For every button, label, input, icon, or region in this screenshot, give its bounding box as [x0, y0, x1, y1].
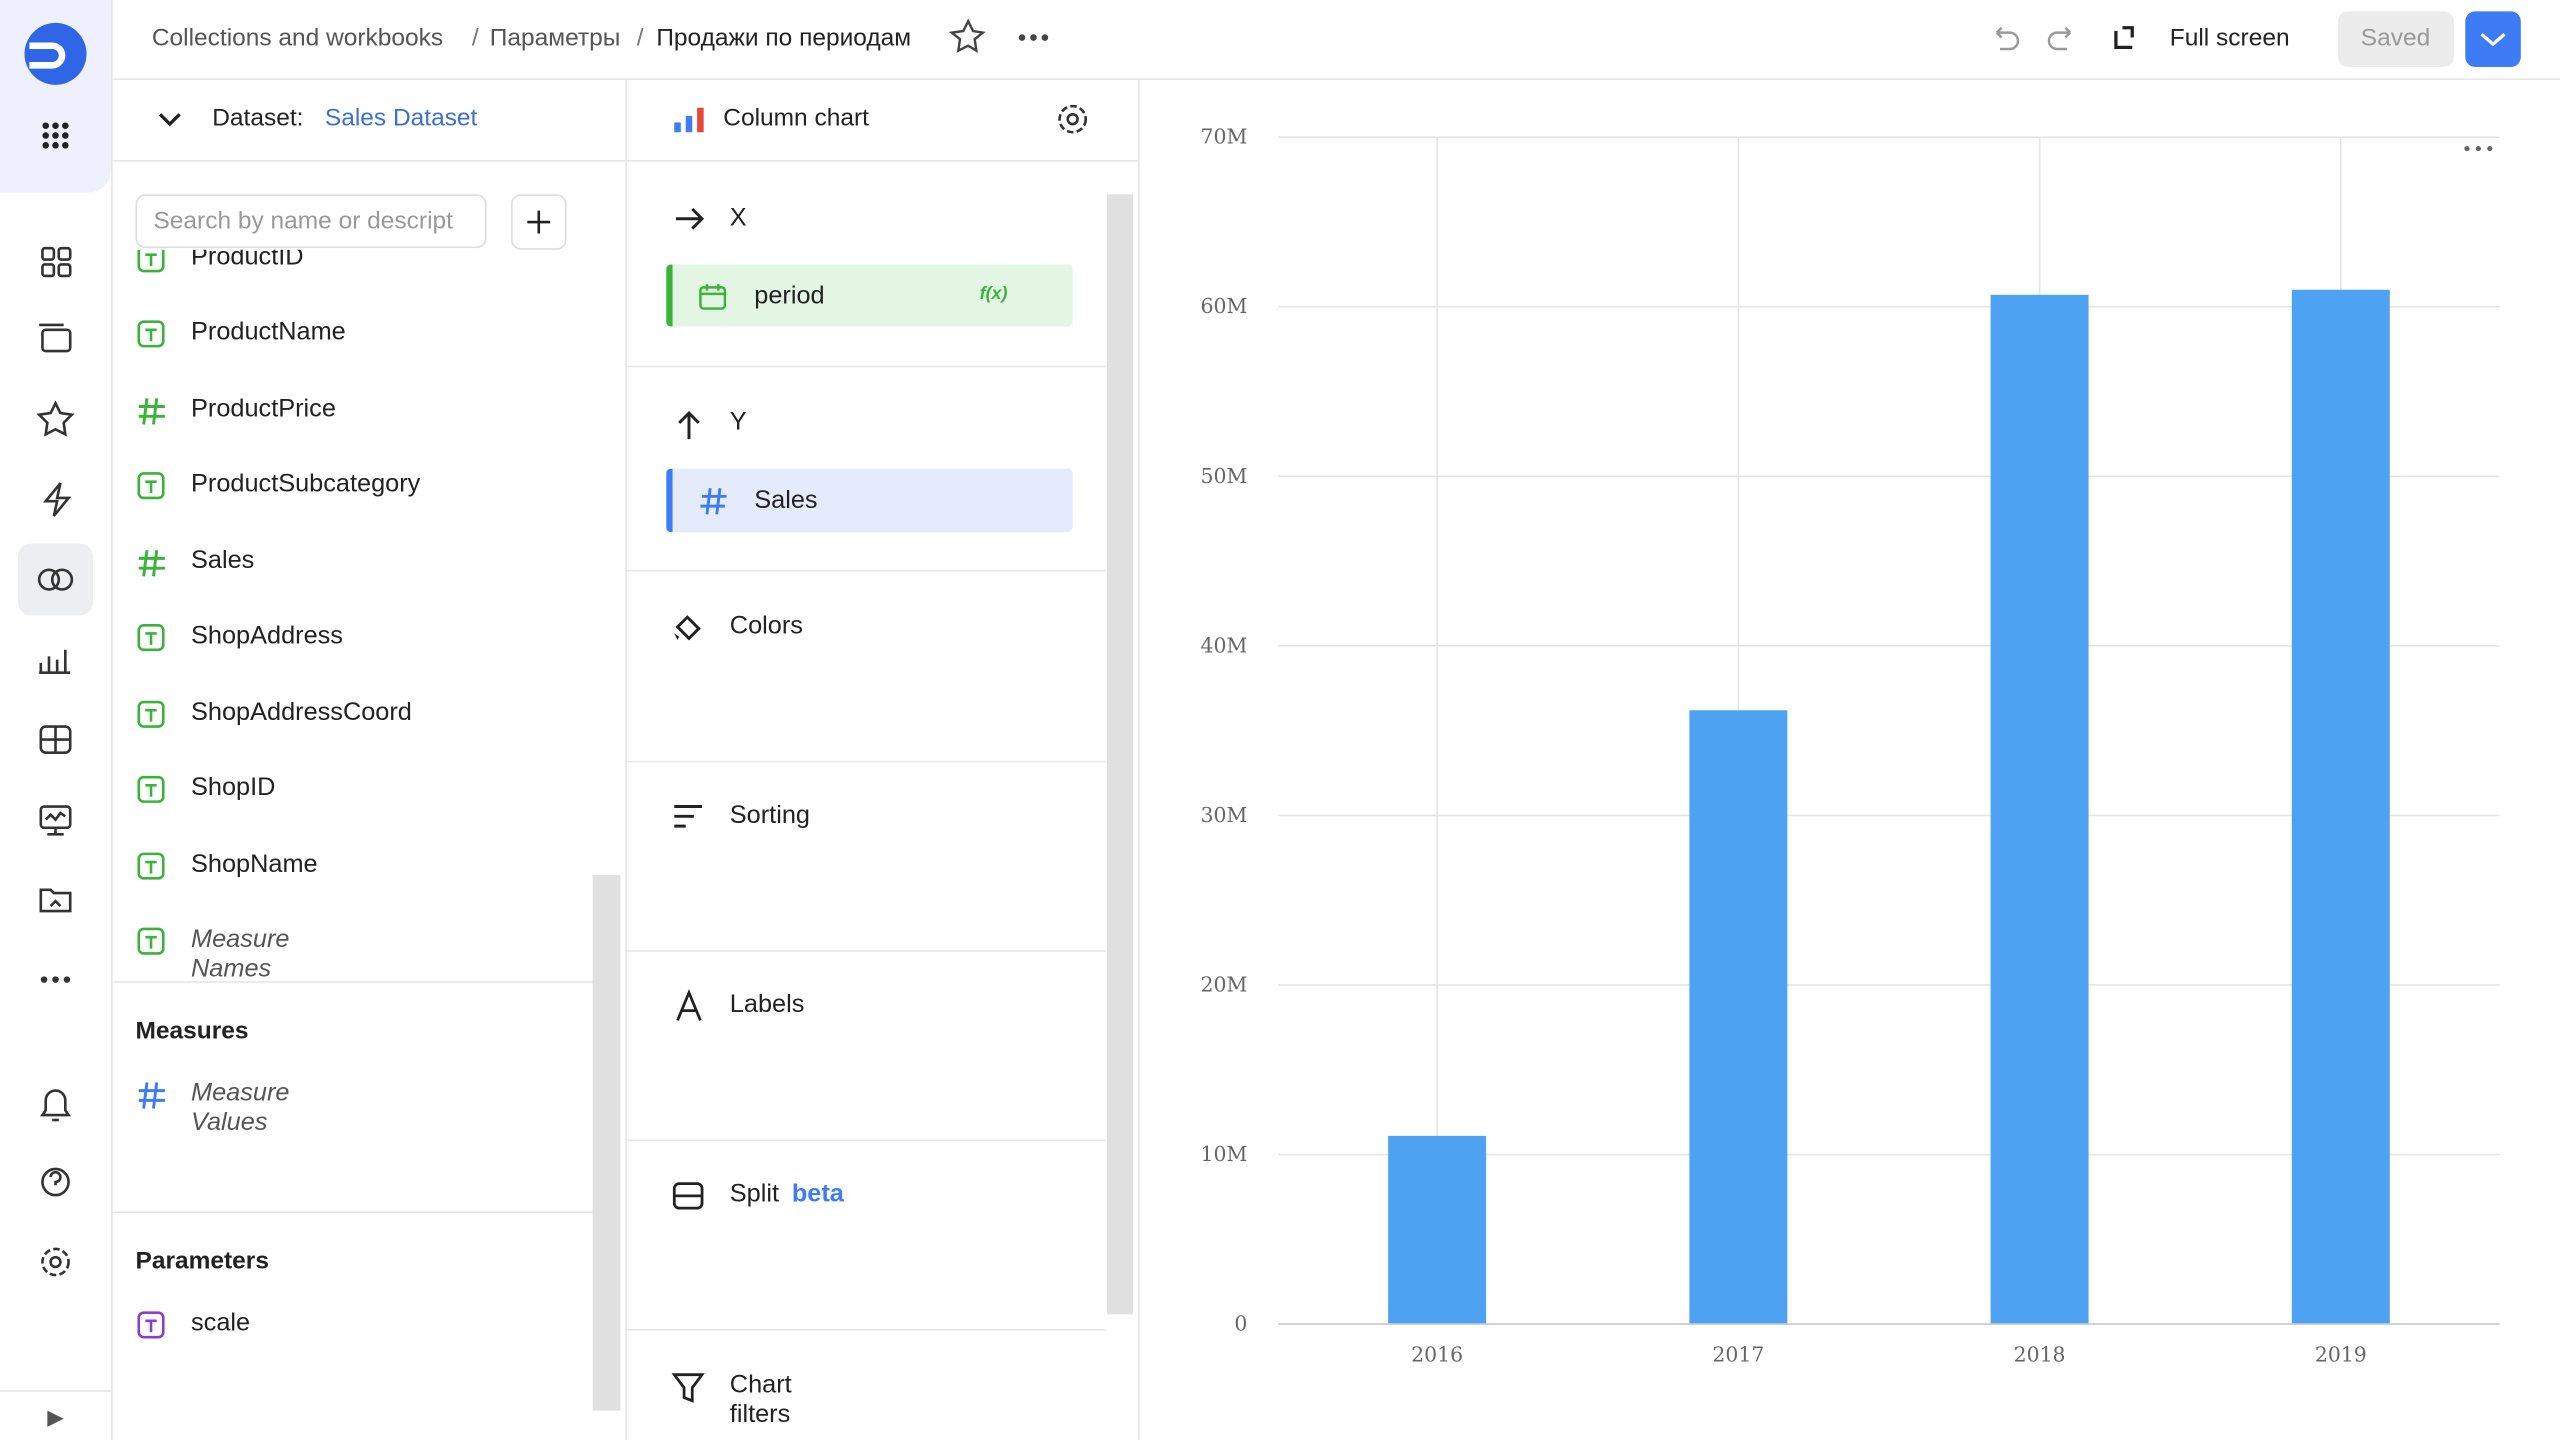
- section-title: Labels: [729, 991, 805, 1019]
- x-tick-label: 2018: [2014, 1343, 2066, 1367]
- y-tick-label: 0: [1234, 1312, 1247, 1336]
- field-name: ShopName: [191, 850, 318, 879]
- chart: 0 10M 20M 30M 40M 50M 60M 70M 2016 2017 2018 2019: [1201, 125, 2500, 1367]
- formula-badge: f(x): [979, 284, 1008, 304]
- section-title: Sorting: [729, 801, 810, 830]
- field-name: period: [754, 282, 825, 311]
- field-name: ProductSubcategory: [191, 470, 421, 498]
- chart-type[interactable]: Column chart: [723, 104, 869, 133]
- y-tick-label: 70M: [1201, 125, 1248, 149]
- field-name: ShopAddressCoord: [191, 698, 412, 727]
- header-icons[interactable]: [111, 0, 2560, 78]
- section-title: Measures: [135, 1017, 249, 1045]
- field-name: ShopAddress: [191, 622, 343, 650]
- y-tick-label: 30M: [1201, 803, 1248, 827]
- field-name: ShopID: [191, 773, 276, 802]
- bar: [1388, 1135, 1487, 1325]
- collapse-icon[interactable]: [157, 108, 183, 131]
- field-name: Sales: [191, 546, 255, 575]
- chart-menu[interactable]: [2464, 145, 2493, 152]
- x-tick-label: 2016: [1411, 1343, 1463, 1367]
- saved-button[interactable]: Saved: [2360, 24, 2431, 53]
- breadcrumb[interactable]: Параметры: [489, 24, 621, 53]
- x-tick-label: 2019: [2315, 1343, 2367, 1367]
- field-list: ProductID ProductName ProductPrice Produ…: [111, 249, 593, 983]
- beta-badge: beta: [791, 1180, 844, 1209]
- scrollbar[interactable]: [1106, 194, 1134, 1315]
- field-name: Measure Names: [191, 925, 290, 983]
- section-title: Colors: [729, 612, 803, 640]
- dataset-name[interactable]: Sales Dataset: [324, 104, 478, 133]
- header: Collections and workbooks / Параметры / …: [111, 0, 2560, 80]
- section-title: Y: [729, 408, 747, 436]
- bar: [2291, 289, 2390, 1325]
- visualization-panel: Column chart X period f(x) Y Sales Color…: [625, 79, 1140, 1440]
- breadcrumb[interactable]: Collections and workbooks: [151, 24, 444, 53]
- x-field[interactable]: period f(x): [666, 264, 1073, 327]
- breadcrumb-separator: /: [636, 24, 644, 53]
- field-name: ProductName: [191, 318, 346, 347]
- section-title: Parameters: [135, 1247, 269, 1276]
- add-button[interactable]: [511, 194, 567, 250]
- section-title: X: [729, 204, 747, 232]
- field-name: scale: [191, 1309, 251, 1338]
- section-title: Split: [729, 1180, 780, 1209]
- side-nav: [0, 0, 113, 1440]
- breadcrumb-separator: /: [471, 24, 479, 53]
- scrollbar[interactable]: [592, 170, 621, 1440]
- settings-icon[interactable]: [1055, 101, 1091, 137]
- bar: [1689, 710, 1788, 1325]
- full-screen-button[interactable]: Full screen: [2169, 24, 2290, 53]
- y-tick-label: 40M: [1201, 633, 1248, 657]
- y-tick-label: 10M: [1201, 1142, 1248, 1166]
- x-tick-label: 2017: [1712, 1343, 1764, 1367]
- field-name: Sales: [754, 486, 818, 515]
- field-name: Measure Values: [191, 1079, 290, 1137]
- field-name: ProductID: [191, 249, 304, 272]
- dataset-label: Dataset:: [212, 104, 304, 133]
- chart-type-icon: [674, 107, 704, 133]
- y-field[interactable]: Sales: [666, 468, 1073, 533]
- field-name: ProductPrice: [191, 395, 336, 423]
- search-input[interactable]: Search by name or descript: [135, 194, 487, 249]
- breadcrumb-current: Продажи по периодам: [656, 24, 912, 53]
- y-tick-label: 50M: [1201, 464, 1248, 488]
- nav-icons: [0, 22, 112, 1427]
- dataset-panel: Dataset: Sales Dataset Search by name or…: [111, 79, 627, 1440]
- search-placeholder: Search by name or descript: [153, 207, 453, 236]
- section-title: Chart filters: [729, 1371, 792, 1429]
- bar: [1990, 294, 2089, 1325]
- y-tick-label: 20M: [1201, 972, 1248, 996]
- y-tick-label: 60M: [1201, 294, 1248, 318]
